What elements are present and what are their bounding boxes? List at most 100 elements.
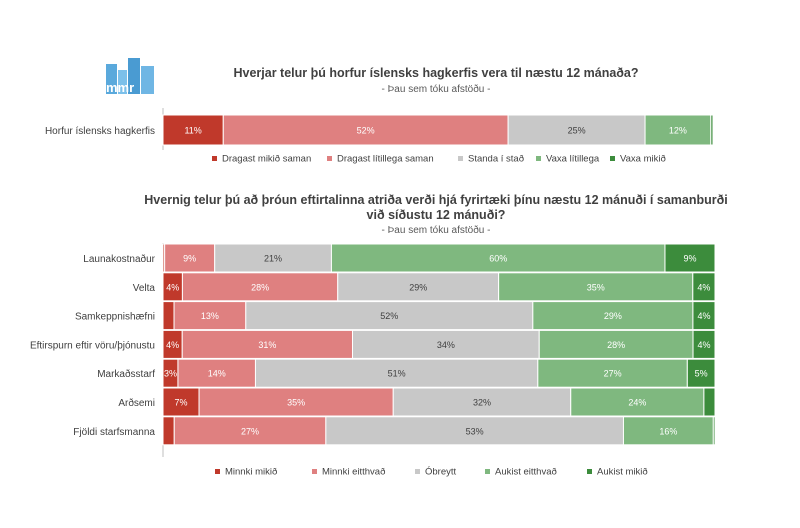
chart2-legend-label: Minnki mikið	[225, 467, 277, 478]
chart2-bar-segment	[214, 243, 332, 273]
logo-text: mmr	[106, 80, 134, 95]
chart2-category-label: Launakostnaður	[83, 253, 155, 265]
chart2-bar-segment	[622, 416, 714, 446]
chart2-bar-segment	[692, 329, 716, 359]
chart2-bar-segment	[162, 416, 175, 446]
chart2-category-label: Samkeppnishæfni	[75, 312, 155, 323]
chart2-legend-label: Aukist mikið	[597, 467, 648, 478]
chart2-bar-segment	[162, 301, 175, 331]
chart2-bar-segment	[254, 358, 539, 388]
chart2-data-label: 4%	[698, 340, 711, 350]
chart1-title: Hverjar telur þú horfur íslensks hagkerf…	[234, 66, 639, 80]
chart2-bar-segment	[498, 272, 694, 302]
chart2-data-label: 32%	[473, 398, 491, 408]
chart2-category-label: Markaðsstarf	[97, 368, 155, 380]
chart2-data-label: 60%	[489, 254, 507, 264]
chart1-data-label: 11%	[184, 126, 201, 136]
chart2-title-line2: við síðustu 12 mánuði?	[367, 208, 506, 222]
chart1-legend-swatch	[327, 156, 332, 161]
chart1-bar-segment	[644, 114, 712, 146]
chart2-bar-segment	[392, 387, 572, 417]
chart1-legend-swatch	[458, 156, 463, 161]
chart2-legend-swatch	[215, 469, 220, 474]
chart2-data-label: 31%	[258, 340, 276, 350]
chart1-legend-label: Dragast mikið saman	[222, 154, 311, 165]
chart1-legend-label: Standa í stað	[468, 154, 524, 165]
chart2-data-label: 5%	[695, 369, 708, 379]
chart1-data-label: 25%	[568, 126, 586, 136]
chart1-legend-swatch	[212, 156, 217, 161]
chart1-subtitle: - Þau sem tóku afstöðu -	[382, 83, 491, 95]
chart2-data-label: 27%	[241, 426, 259, 436]
chart2-bar-segment	[164, 243, 216, 273]
chart2-data-label: 4%	[166, 282, 179, 292]
chart2-subtitle: - Þau sem tóku afstöðu -	[382, 224, 491, 236]
chart2-data-label: 28%	[251, 282, 269, 292]
chart2-bar-segment	[686, 358, 716, 388]
chart2-data-label: 24%	[628, 398, 646, 408]
logo-building-3	[128, 58, 140, 94]
logo-building-1	[106, 64, 117, 94]
chart2-bar-segment	[351, 329, 540, 359]
chart2-bar-segment	[692, 272, 716, 302]
chart2-bar-segment	[537, 358, 688, 388]
chart2-bar-segment	[692, 301, 716, 331]
chart2-data-label: 29%	[604, 311, 622, 321]
chart2-data-label: 52%	[380, 311, 398, 321]
chart2-bar-segment	[337, 272, 500, 302]
chart2-legend: Minnki mikið Minnki eitthvað Óbreytt Aukist…	[215, 467, 648, 478]
chart2-data-label: 28%	[607, 340, 625, 350]
chart2-data-label: 35%	[287, 398, 305, 408]
chart2-data-label: 35%	[587, 282, 605, 292]
chart2-data-label: 4%	[697, 311, 710, 321]
chart2-data-label: 14%	[208, 369, 226, 379]
chart1-legend-label: Dragast lítillega saman	[337, 154, 434, 165]
chart2-title-line1: Hvernig telur þú að þróun eftirtalinna a…	[144, 193, 727, 207]
chart1-legend-label: Vaxa lítillega	[546, 154, 600, 165]
chart2-category-label: Eftirspurn eftir vöru/þjónustu	[30, 340, 155, 351]
chart1-bar-segment	[507, 114, 646, 146]
chart2-plot: Launakostnaður 9% 21% 60% 9% Velta 4% 28% 29% 35%…	[30, 243, 716, 457]
chart2-legend-label: Óbreytt	[425, 467, 457, 478]
chart2-data-label: 3%	[164, 369, 177, 379]
chart1-legend-label: Vaxa mikið	[620, 154, 666, 165]
chart2-data-label: 4%	[697, 282, 710, 292]
chart2-bar-segment	[330, 243, 666, 273]
chart2-bar-segment	[245, 301, 534, 331]
chart2-data-label: 7%	[175, 398, 188, 408]
chart2-bar-segment	[532, 301, 694, 331]
chart2-bar-segment	[173, 416, 327, 446]
chart2-data-label: 13%	[201, 311, 219, 321]
chart1-legend: Dragast mikið saman Dragast lítillega sam…	[212, 154, 666, 165]
chart2-data-label: 34%	[437, 340, 455, 350]
chart2-bar-segment	[181, 329, 353, 359]
chart1-data-label: 52%	[357, 126, 375, 136]
mmr-logo: mmr	[106, 58, 154, 95]
chart2-data-label: 51%	[388, 369, 406, 379]
chart2-bar-segment	[703, 387, 716, 417]
chart2-bar-segment	[712, 416, 716, 446]
chart2-bar-segment	[325, 416, 624, 446]
chart2-data-label: 9%	[683, 254, 696, 264]
chart1-bar-segment	[710, 114, 714, 146]
chart1-plot: Horfur íslensks hagkerfis 11% 52% 25% 12%	[45, 108, 714, 150]
logo-building-4	[141, 66, 154, 94]
chart2-legend-swatch	[587, 469, 592, 474]
chart2-data-label: 16%	[659, 426, 677, 436]
chart1-category-label: Horfur íslensks hagkerfis	[45, 126, 155, 137]
chart2-bar-segment	[538, 329, 694, 359]
chart2-bar-segment	[198, 387, 394, 417]
chart2-data-label: 27%	[604, 369, 622, 379]
chart2-bar-segment	[181, 272, 339, 302]
chart2-bar-segment	[177, 358, 256, 388]
chart2-legend-label: Aukist eitthvað	[495, 467, 557, 478]
chart2-category-label: Fjöldi starfsmanna	[73, 427, 155, 438]
chart2-data-label: 4%	[166, 340, 179, 350]
logo-building-2	[118, 70, 127, 94]
chart1-bar-segment	[162, 114, 224, 146]
chart2-legend-label: Minnki eitthvað	[322, 467, 385, 478]
chart2-data-label: 53%	[466, 426, 484, 436]
chart2-category-label: Arðsemi	[118, 397, 155, 409]
chart2-category-label: Velta	[133, 283, 156, 294]
